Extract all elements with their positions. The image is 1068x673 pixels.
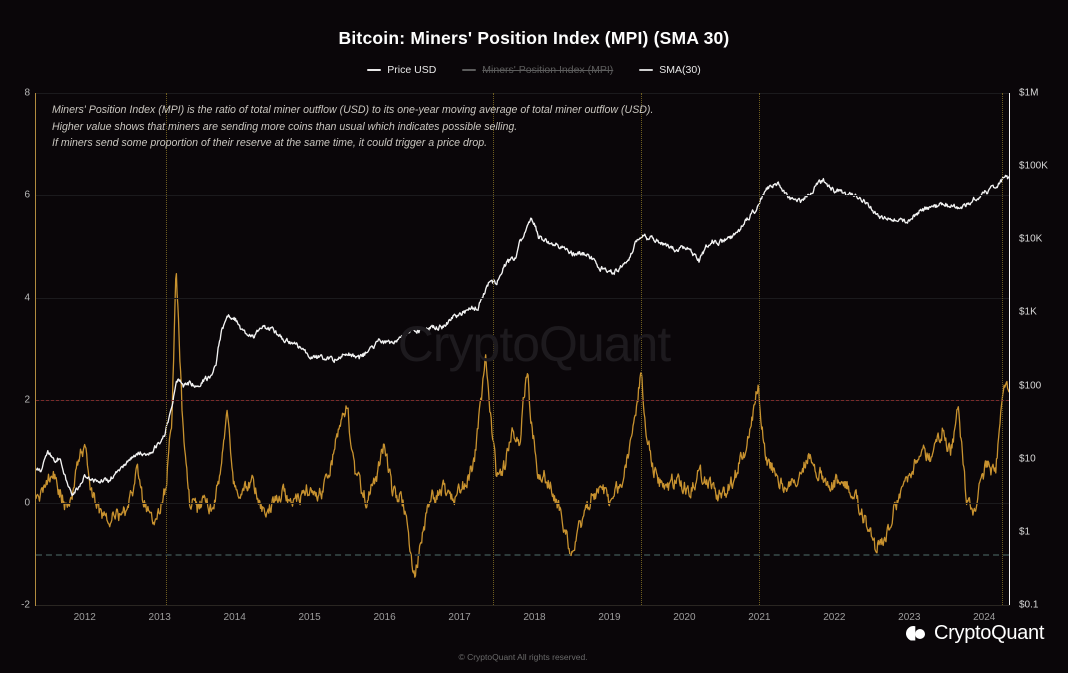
y-tick-right: $100K <box>1019 160 1048 172</box>
y-tick-left: 2 <box>24 394 30 406</box>
threshold-line-neg1 <box>36 553 1009 556</box>
legend-item-mpi[interactable]: Miners' Position Index (MPI) <box>462 64 613 76</box>
plot-area[interactable] <box>36 93 1009 605</box>
annotation-line-2: Higher value shows that miners are sendi… <box>52 120 518 133</box>
vertical-marker-5 <box>1001 93 1003 605</box>
legend-label-price-usd: Price USD <box>387 64 437 76</box>
legend-label-mpi: Miners' Position Index (MPI) <box>482 64 614 76</box>
cryptoquant-icon <box>906 625 927 642</box>
series-line-sma30 <box>36 272 1009 578</box>
y-tick-left: 8 <box>24 87 30 99</box>
y-tick-left: 0 <box>24 497 30 509</box>
x-tick: 2023 <box>898 612 921 623</box>
x-tick: 2014 <box>223 612 246 623</box>
x-axis-line <box>36 605 1010 606</box>
y-tick-left: 4 <box>24 292 30 304</box>
annotation-line-1: Miners' Position Index (MPI) is the rati… <box>52 104 654 116</box>
page-title: Bitcoin: Miners' Position Index (MPI) (S… <box>338 28 730 48</box>
legend-swatch-mpi <box>462 69 477 71</box>
legend-swatch-price-usd <box>367 69 382 71</box>
x-tick: 2021 <box>748 612 771 623</box>
copyright-text: © CryptoQuant All rights reserved. <box>0 652 1068 662</box>
y-tick-right: $10 <box>1019 453 1036 465</box>
brand-name: CryptoQuant <box>934 622 1045 644</box>
legend-label-sma30: SMA(30) <box>659 64 701 76</box>
x-tick: 2015 <box>298 612 321 623</box>
gridline <box>36 297 1009 299</box>
x-tick: 2024 <box>973 612 996 623</box>
copyright-label: © CryptoQuant All rights reserved. <box>458 652 588 662</box>
y-axis-right-line <box>1008 93 1010 606</box>
vertical-marker-3 <box>640 93 642 605</box>
x-tick: 2012 <box>73 612 96 623</box>
x-tick: 2019 <box>598 612 621 623</box>
y-tick-right: $1K <box>1019 306 1037 318</box>
y-tick-right: $100 <box>1019 380 1042 392</box>
legend-swatch-sma30 <box>639 69 654 71</box>
series-paths <box>36 174 1009 578</box>
x-tick: 2017 <box>448 612 471 623</box>
chart-legend: Price USD Miners' Position Index (MPI) S… <box>0 64 1068 76</box>
gridline <box>36 93 1009 94</box>
x-tick: 2022 <box>823 612 846 623</box>
y-tick-left: 6 <box>24 189 30 201</box>
vertical-marker-2 <box>492 93 494 605</box>
x-tick: 2018 <box>523 612 546 623</box>
vertical-marker-4 <box>759 93 761 605</box>
brand-logo: CryptoQuant <box>906 622 1044 645</box>
chart-annotation: Miners' Position Index (MPI) is the rati… <box>52 102 752 152</box>
legend-item-sma30[interactable]: SMA(30) <box>639 64 701 76</box>
y-tick-right: $1 <box>1019 526 1031 538</box>
y-tick-right: $0.1 <box>1019 599 1039 611</box>
series-line-price-usd <box>36 174 1009 497</box>
legend-item-price-usd[interactable]: Price USD <box>367 64 436 76</box>
annotation-line-3: If miners send some proportion of their … <box>52 137 488 150</box>
x-tick: 2016 <box>373 612 396 623</box>
x-tick: 2020 <box>673 612 696 623</box>
vertical-marker-1 <box>166 93 168 605</box>
y-tick-left: -2 <box>21 599 30 611</box>
gridline <box>36 195 1009 197</box>
y-tick-right: $10K <box>1019 233 1043 245</box>
y-tick-right: $1M <box>1019 87 1039 99</box>
x-tick: 2013 <box>148 612 171 623</box>
threshold-line-2 <box>36 400 1009 402</box>
gridline <box>36 502 1009 504</box>
